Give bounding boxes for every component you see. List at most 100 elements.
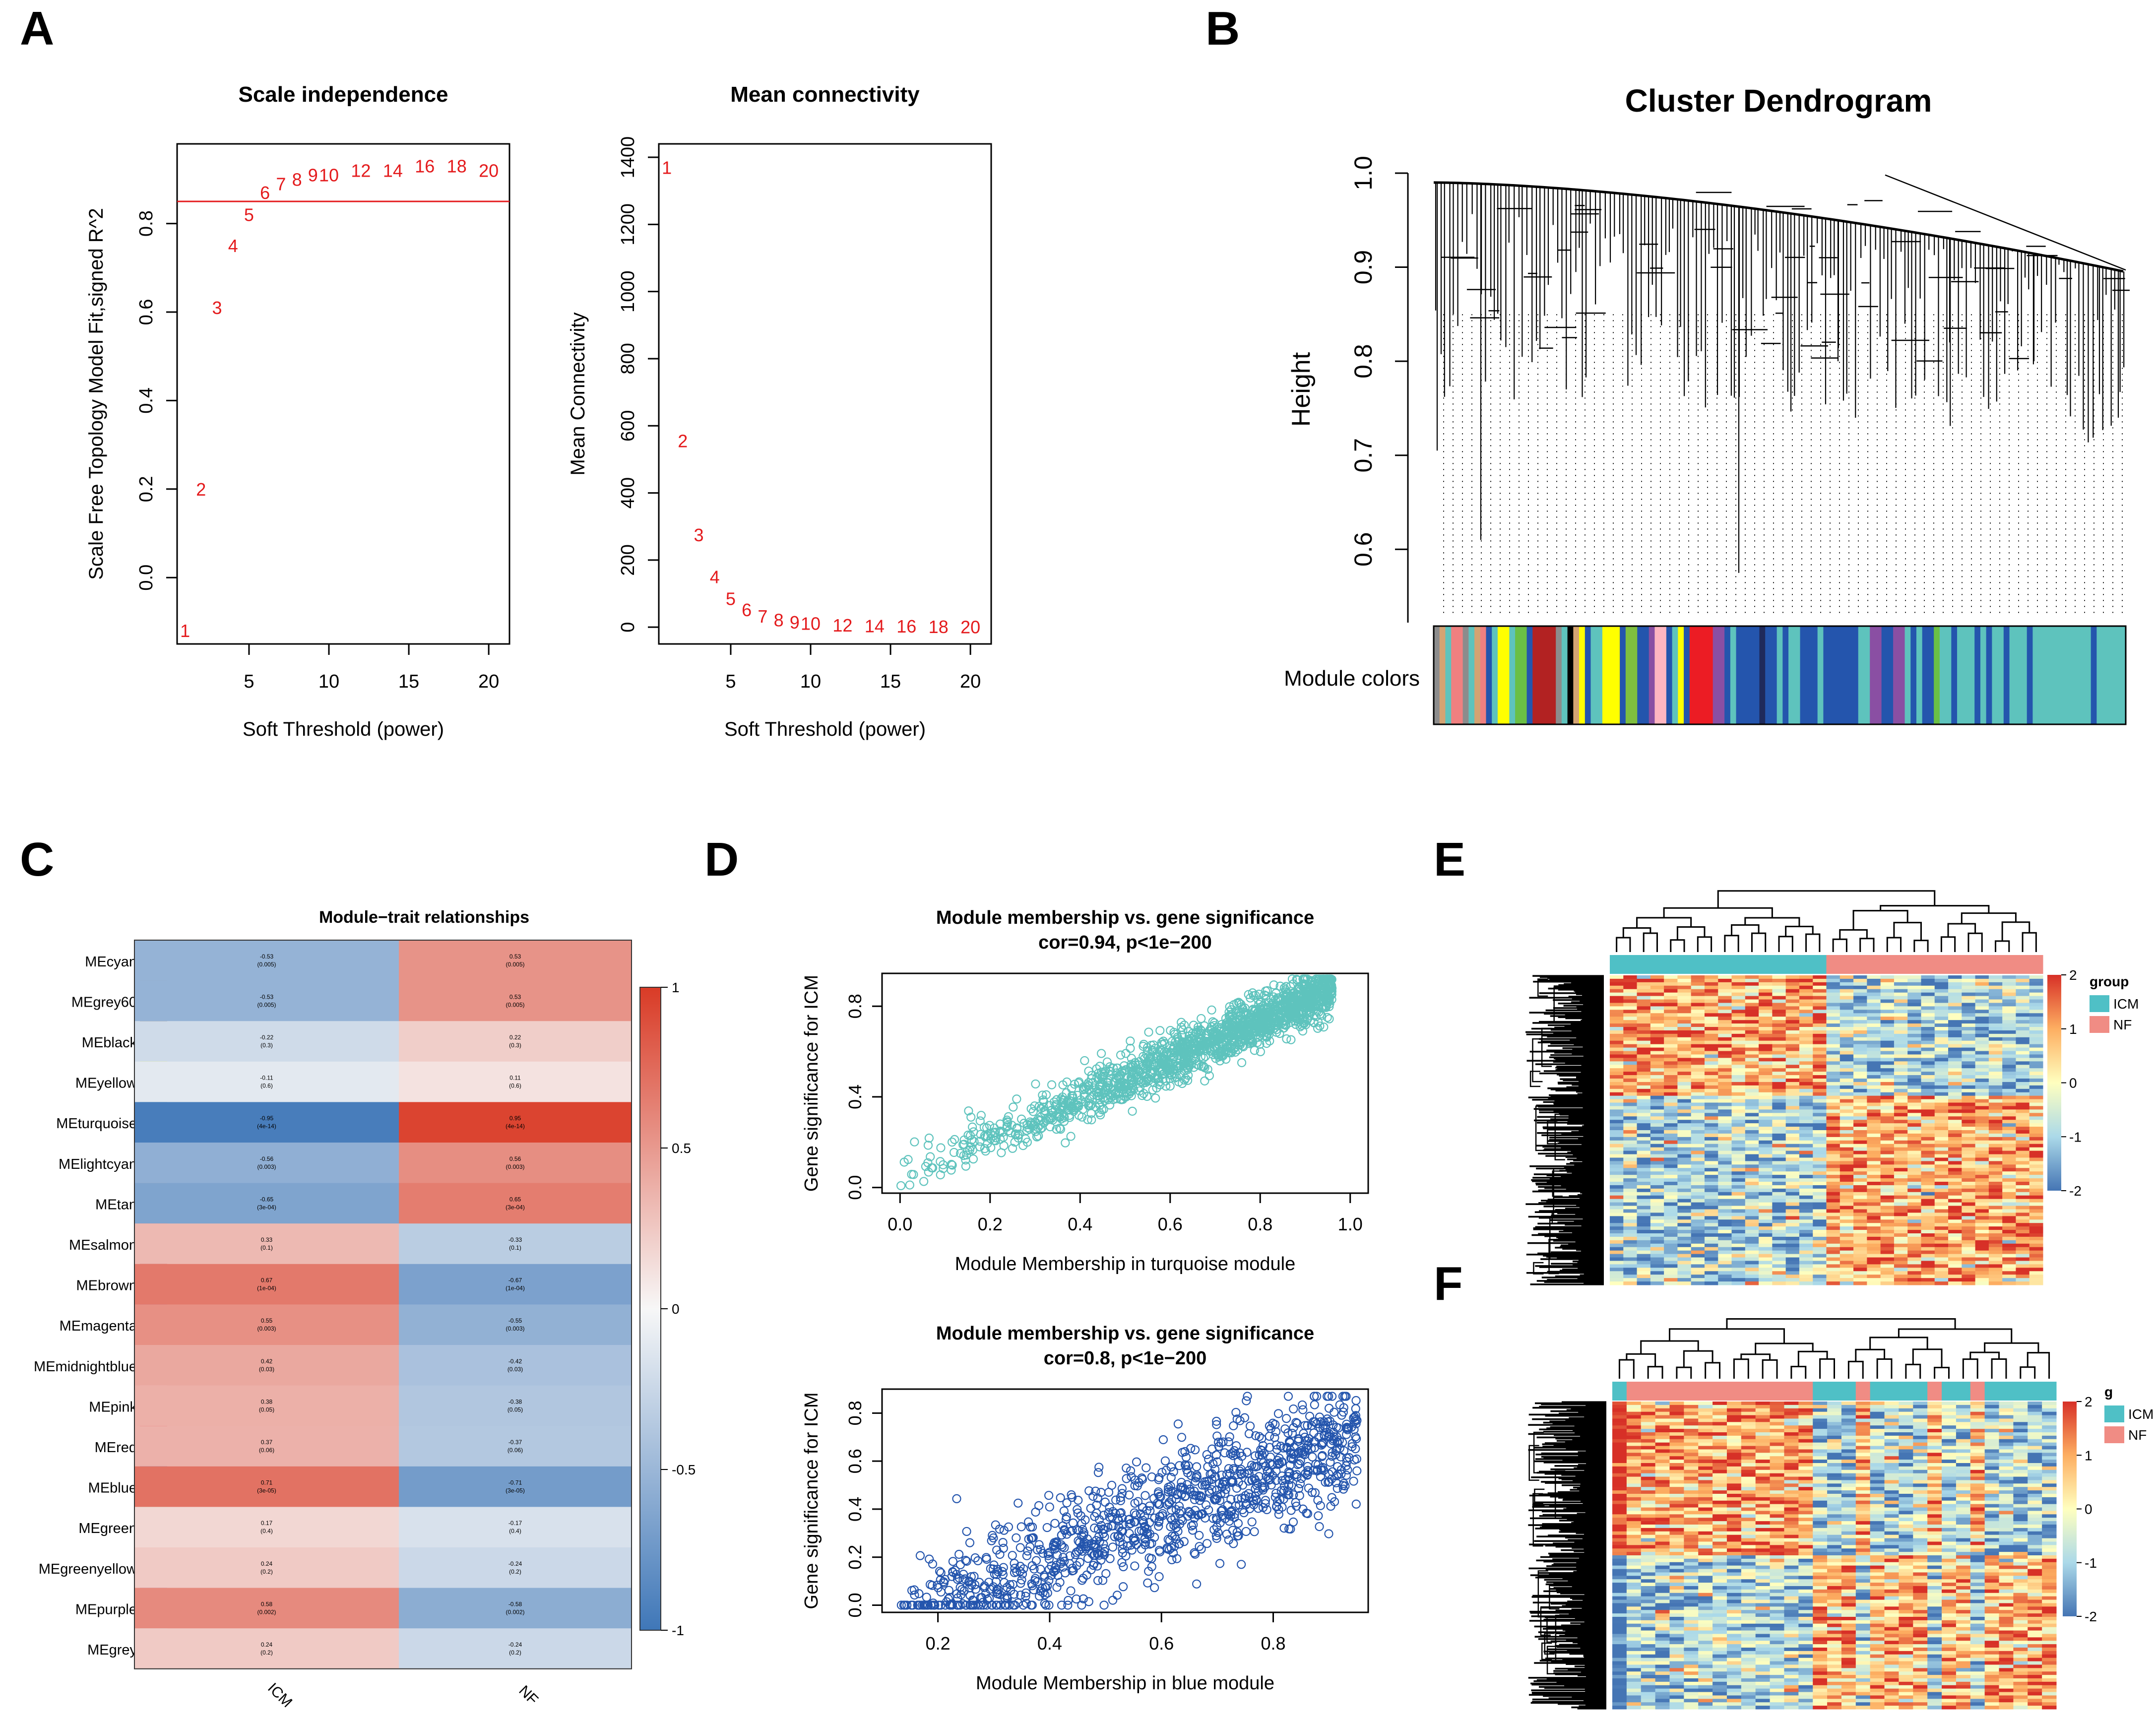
- y-axis-label: Gene significance for ICM: [801, 1392, 822, 1609]
- cell-value-line: 0.55: [261, 1317, 273, 1324]
- heatmap-cell: [1813, 1054, 1827, 1058]
- heatmap-cell: [1759, 1099, 1773, 1103]
- heatmap-cell: [1839, 1058, 1854, 1062]
- heatmap-cell: [1934, 992, 1949, 997]
- heatmap-cell: [1894, 992, 1908, 997]
- heatmap-cell: [1921, 1116, 1935, 1120]
- cell-value-line: -0.11: [260, 1075, 273, 1082]
- heatmap-cell: [1867, 1144, 1881, 1148]
- heatmap-cell: [1677, 1054, 1692, 1058]
- row-label: MEsalmon: [69, 1237, 137, 1253]
- heatmap-cell: [2016, 1120, 2030, 1124]
- heatmap-cell: [1704, 996, 1718, 1000]
- module-color-cell: [1788, 626, 1801, 724]
- heatmap-cell: [1650, 1068, 1664, 1072]
- row-label: MEblue: [88, 1480, 137, 1496]
- heatmap-cell: [1677, 1030, 1692, 1034]
- heatmap-cell: [1839, 1088, 1854, 1093]
- heatmap-cell: [1799, 975, 1813, 979]
- heatmap-cell: [1921, 1030, 1935, 1034]
- heatmap-cell: [1813, 1051, 1827, 1055]
- heatmap-cell: [1988, 1065, 2003, 1069]
- heatmap-cell: [1853, 1044, 1867, 1048]
- heatmap-cell: [1677, 1061, 1692, 1065]
- data-point: [1102, 1057, 1112, 1067]
- heatmap-cell: [1839, 1072, 1854, 1076]
- heatmap-cell: [1853, 1040, 1867, 1045]
- heatmap-cell: [1610, 992, 1624, 997]
- heatmap-cell: [1772, 989, 1786, 993]
- correlation-cell: [134, 1021, 399, 1062]
- heatmap-cell: [1623, 1088, 1638, 1093]
- heatmap-cell: [1650, 1092, 1664, 1096]
- heatmap-cell: [1867, 1109, 1881, 1113]
- heatmap-cell: [1934, 1099, 1949, 1103]
- data-point: [910, 1137, 919, 1147]
- heatmap-cell: [1718, 1123, 1732, 1127]
- heatmap-cell: [1921, 989, 1935, 993]
- heatmap-cell: [1650, 1109, 1664, 1113]
- heatmap-cell: [1718, 999, 1732, 1003]
- heatmap-cell: [1759, 1106, 1773, 1110]
- heatmap-cell: [2029, 1123, 2043, 1127]
- heatmap-cell: [1934, 1013, 1949, 1017]
- heatmap-cell: [1623, 1044, 1638, 1048]
- heatmap-cell: [1731, 992, 1746, 997]
- module-color-cell: [1625, 626, 1638, 724]
- heatmap-cell: [1677, 1150, 1692, 1155]
- heatmap-cell: [1759, 1040, 1773, 1045]
- heatmap-cell: [1637, 1079, 1651, 1083]
- heatmap-cell: [1664, 1033, 1678, 1038]
- heatmap-cell: [1772, 1023, 1786, 1027]
- heatmap-cell: [1894, 1047, 1908, 1052]
- cell-value-line: 0.56: [509, 1155, 521, 1162]
- point-label: 12: [351, 161, 371, 181]
- heatmap-cell: [1799, 1061, 1813, 1065]
- heatmap-cell: [1610, 1054, 1624, 1058]
- data-point: [1314, 1511, 1323, 1521]
- heatmap-cell: [1894, 1013, 1908, 1017]
- heatmap-cell: [1677, 1133, 1692, 1138]
- heatmap-cell: [2016, 1109, 2030, 1113]
- heatmap-cell: [2016, 999, 2030, 1003]
- heatmap-cell: [1637, 1102, 1651, 1106]
- heatmap-cell: [1894, 1037, 1908, 1041]
- heatmap-cell: [1853, 1109, 1867, 1113]
- heatmap-cell: [1772, 1020, 1786, 1024]
- heatmap-cell: [2029, 978, 2043, 983]
- heatmap-cell: [1988, 1051, 2003, 1055]
- heatmap-cell: [1880, 1120, 1895, 1124]
- cell-value-line: -0.42: [508, 1358, 522, 1365]
- cell-value-line: -0.24: [508, 1641, 522, 1648]
- heatmap-cell: [1975, 1072, 1989, 1076]
- heatmap-cell: [2016, 1079, 2030, 1083]
- heatmap-cell: [2029, 1120, 2043, 1124]
- heatmap-cell: [1962, 1068, 1976, 1072]
- data-point: [1061, 1138, 1070, 1148]
- heatmap-cell: [1853, 1120, 1867, 1124]
- heatmap-cell: [1948, 1082, 1962, 1086]
- heatmap-cell: [1853, 992, 1867, 997]
- heatmap-cell: [1759, 1130, 1773, 1134]
- heatmap-cell: [2016, 1085, 2030, 1089]
- heatmap-cell: [1718, 1099, 1732, 1103]
- heatmap-cell: [1623, 1047, 1638, 1052]
- panel-label-e: E: [1434, 833, 1465, 886]
- heatmap-cell: [1799, 1120, 1813, 1124]
- heatmap-cell: [1975, 1017, 1989, 1021]
- heatmap-cell: [1731, 996, 1746, 1000]
- heatmap-cell: [1948, 1144, 1962, 1148]
- heatmap-cell: [1677, 989, 1692, 993]
- cell-value-line: 0.24: [261, 1641, 273, 1648]
- heatmap-cell: [1731, 1092, 1746, 1096]
- data-point: [1099, 1600, 1109, 1610]
- heatmap-cell: [1623, 1003, 1638, 1007]
- heatmap-cell: [2016, 1147, 2030, 1151]
- heatmap-cell: [1772, 1127, 1786, 1131]
- heatmap-cell: [1637, 1099, 1651, 1103]
- data-point: [1233, 1519, 1243, 1528]
- heatmap-cell: [1799, 1037, 1813, 1041]
- heatmap-cell: [1799, 1088, 1813, 1093]
- heatmap-cell: [1826, 1102, 1840, 1106]
